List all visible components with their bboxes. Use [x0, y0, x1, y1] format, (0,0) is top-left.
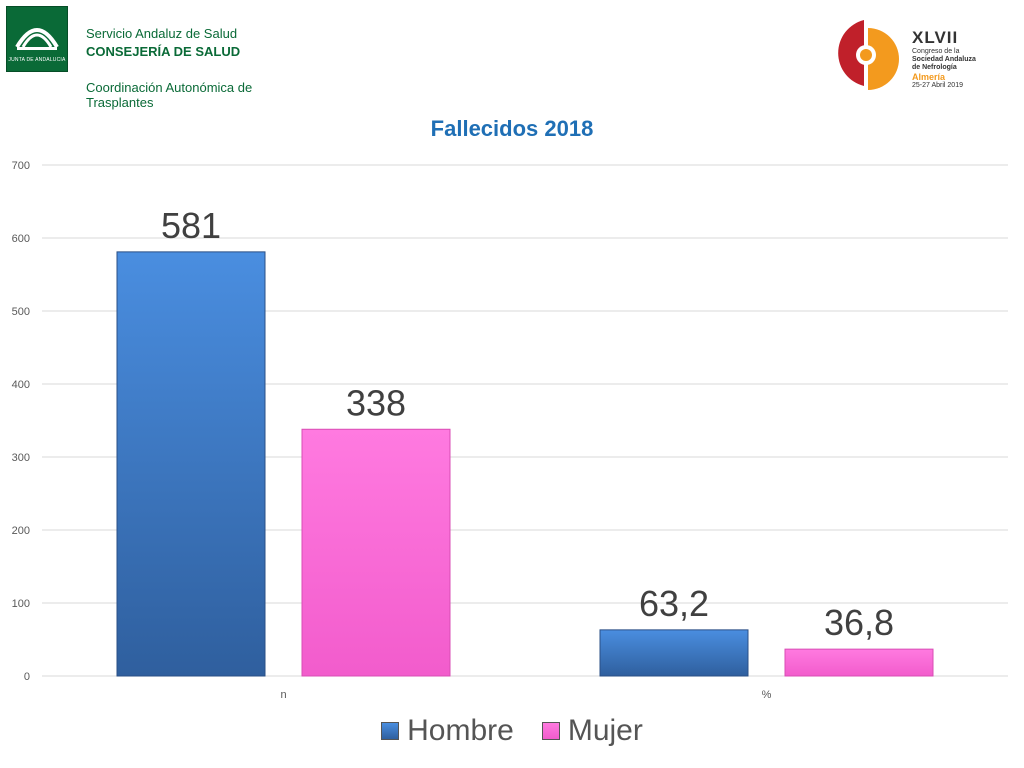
bars — [116, 251, 934, 677]
y-tick-label: 100 — [12, 598, 30, 610]
legend-label-hombre: Hombre — [407, 714, 514, 747]
legend-swatch-mujer — [541, 722, 560, 740]
y-tick-label: 600 — [12, 233, 30, 245]
x-tick-label: % — [762, 689, 772, 701]
legend-label-mujer: Mujer — [567, 714, 643, 747]
congress-logo: XLVII Congreso de la Sociedad Andaluza d… — [824, 14, 1004, 96]
bar-hombre-2 — [599, 629, 749, 677]
legend-swatch-hombre — [381, 722, 400, 740]
y-tick-label: 700 — [12, 160, 30, 172]
data-label: 36,8 — [824, 602, 894, 643]
org-department: CONSEJERÍA DE SALUD — [86, 44, 241, 59]
sun-emblem-icon — [838, 20, 899, 90]
data-labels: 581 338 63,2 36,8 — [161, 205, 894, 643]
congress-line2: Sociedad Andaluza — [912, 56, 976, 63]
congress-city: Almería — [912, 72, 946, 82]
congress-line3: de Nefrología — [912, 64, 957, 71]
bar-mujer-2 — [784, 648, 934, 677]
bar-hombre-1 — [116, 251, 266, 677]
junta-text: JUNTA DE ANDALUCIA — [8, 57, 66, 63]
congress-dates: 25-27 Abril 2019 — [912, 82, 963, 89]
congress-line1: Congreso de la — [912, 48, 960, 55]
data-label: 63,2 — [639, 583, 709, 624]
y-tick-label: 200 — [12, 525, 30, 537]
bar-mujer-1 — [301, 428, 451, 677]
bar-chart: 0 100 200 300 400 500 600 700 n% 581 338 63,2 36,8 — [12, 160, 1008, 701]
x-tick-label: n — [280, 689, 286, 701]
org-name: Servicio Andaluz de Salud — [86, 26, 238, 41]
junta-andalucia-logo: JUNTA DE ANDALUCIA — [6, 6, 68, 72]
y-tick-label: 500 — [12, 306, 30, 318]
chart-title: Fallecidos 2018 — [430, 116, 594, 141]
org-unit: Coordinación Autonómica de Trasplantes — [86, 80, 253, 110]
legend-item-hombre: Hombre — [381, 714, 514, 748]
data-label: 338 — [346, 382, 406, 423]
legend-item-mujer: Mujer — [541, 714, 643, 748]
y-tick-label: 0 — [24, 671, 30, 683]
arch-icon — [15, 28, 59, 50]
sas-logo: JUNTA DE ANDALUCIA Servicio Andaluz de S… — [0, 0, 320, 110]
congress-number: XLVII — [912, 28, 959, 47]
y-tick-label: 300 — [12, 452, 30, 464]
data-label: 581 — [161, 205, 221, 246]
y-tick-label: 400 — [12, 379, 30, 391]
legend: Hombre Mujer — [0, 714, 1024, 748]
